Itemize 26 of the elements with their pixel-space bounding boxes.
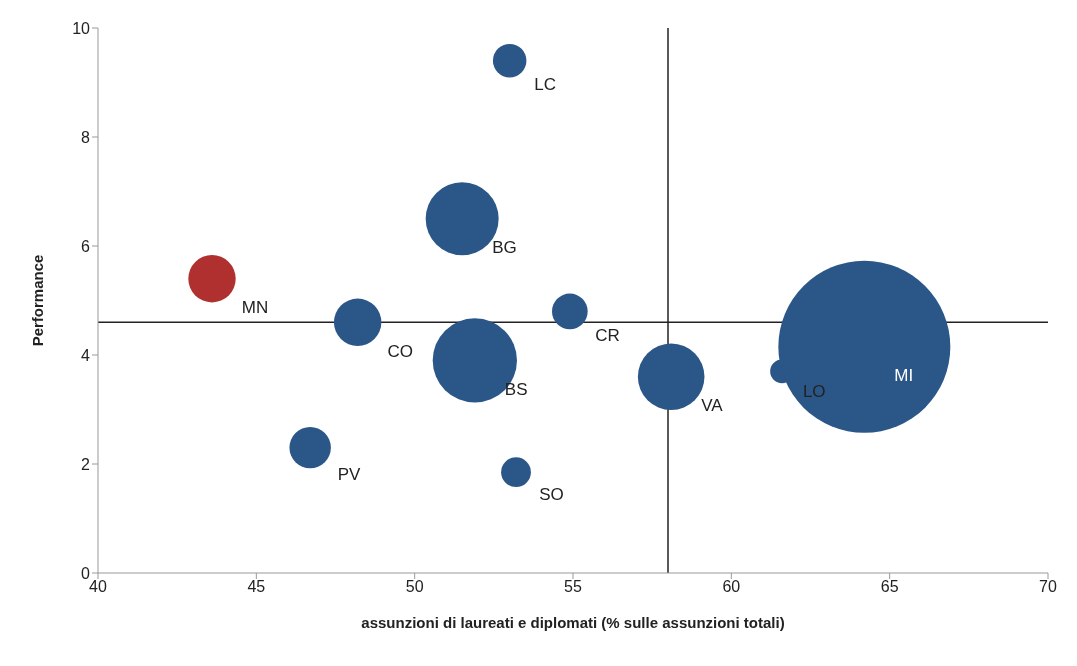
y-tick-label: 10 [72, 19, 91, 37]
annotation: SO [539, 484, 564, 504]
x-axis-title: assunzioni di laureati e diplomati (% sulle assunzioni totali) [361, 614, 785, 631]
x-tick-label: 55 [564, 578, 582, 596]
annotation: PV [337, 464, 362, 484]
annotation: MI [894, 366, 914, 386]
annotation: MN [241, 297, 269, 317]
annotation: LO [802, 381, 826, 401]
annotation: VA [701, 396, 724, 416]
y-axis-title: Performance [29, 254, 47, 347]
y-tick-label: 2 [81, 455, 91, 473]
y-tick-label: 0 [81, 564, 91, 582]
annotation: CO [387, 341, 413, 361]
annotation: CR [595, 326, 620, 346]
annotation: BS [504, 379, 528, 399]
x-tick-label: 65 [880, 578, 899, 596]
y-tick-label: 4 [81, 346, 91, 364]
x-tick-label: 50 [405, 578, 424, 596]
x-tick-label: 45 [247, 578, 266, 596]
y-tick-label: 8 [81, 128, 91, 146]
x-tick-label: 40 [89, 578, 107, 596]
x-tick-label: 70 [1039, 578, 1057, 596]
annotation: BG [492, 238, 517, 258]
annotation: LC [534, 74, 556, 94]
y-tick-label: 6 [81, 237, 91, 255]
x-tick-label: 60 [722, 578, 741, 596]
